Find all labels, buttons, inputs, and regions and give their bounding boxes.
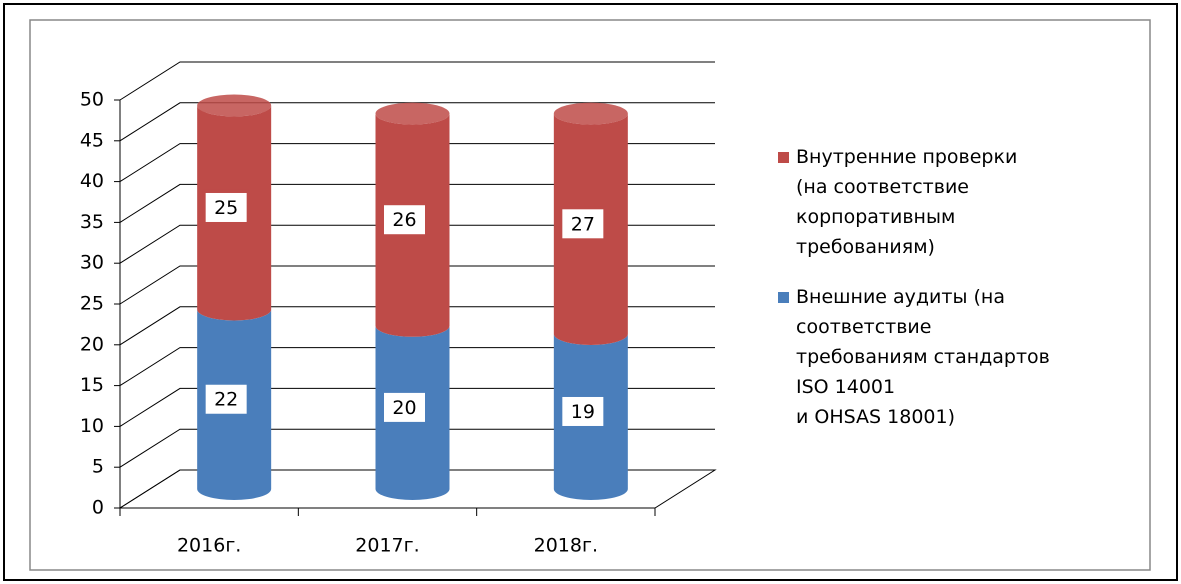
x-tick-label: 2016г. (177, 535, 241, 557)
grid-line (119, 143, 715, 183)
y-tick-label: 50 (80, 89, 104, 111)
grid-line (119, 102, 715, 142)
data-label: 22 (214, 389, 238, 411)
y-tick-label: 20 (80, 333, 104, 355)
y-tick-label: 5 (92, 456, 104, 478)
data-label: 25 (214, 197, 238, 219)
outer-frame (3, 3, 1178, 581)
y-tick-label: 40 (80, 170, 104, 192)
cylinder-top (553, 102, 628, 125)
legend-swatch (778, 152, 789, 163)
grid-line (119, 265, 715, 305)
legend-swatch (778, 292, 789, 303)
grid-line (119, 61, 715, 101)
y-tick-label: 15 (80, 374, 104, 396)
legend-label: Внутренние проверки (на соответствие кор… (796, 146, 1018, 258)
data-label: 19 (571, 401, 595, 423)
data-label-box (559, 206, 607, 242)
legend-entry: Внутренние проверки (на соответствие кор… (778, 142, 1050, 262)
y-tick-label: 10 (80, 415, 104, 437)
data-label: 20 (392, 397, 416, 419)
y-tick-label: 30 (80, 252, 104, 274)
y-tick-label: 35 (80, 211, 104, 233)
y-tick-label: 45 (80, 129, 104, 151)
grid-line (119, 428, 715, 468)
chart-frame (29, 19, 1151, 571)
cylinder-top (375, 102, 450, 125)
grid-line (119, 347, 715, 387)
grid-line (119, 224, 715, 264)
data-label-box (381, 389, 428, 425)
legend-label: Внешние аудиты (на соответствие требован… (796, 286, 1050, 428)
grid-line (119, 469, 715, 509)
y-tick-label: 0 (92, 497, 104, 519)
legend: Внутренние проверки (на соответствие кор… (778, 142, 1050, 452)
legend-entry: Внешние аудиты (на соответствие требован… (778, 282, 1050, 432)
x-tick-label: 2018г. (534, 535, 598, 557)
data-label-box (202, 381, 250, 417)
grid-line (119, 306, 715, 346)
grid-line (119, 387, 715, 427)
grid-line (119, 183, 715, 223)
x-tick-label: 2017г. (355, 535, 419, 557)
y-tick-label: 25 (80, 293, 104, 315)
data-label-box (559, 393, 607, 429)
data-label: 26 (392, 209, 416, 231)
cylinder-top (197, 94, 272, 117)
data-label: 27 (571, 213, 595, 235)
data-label-box (381, 202, 428, 238)
data-label-box (202, 189, 250, 225)
